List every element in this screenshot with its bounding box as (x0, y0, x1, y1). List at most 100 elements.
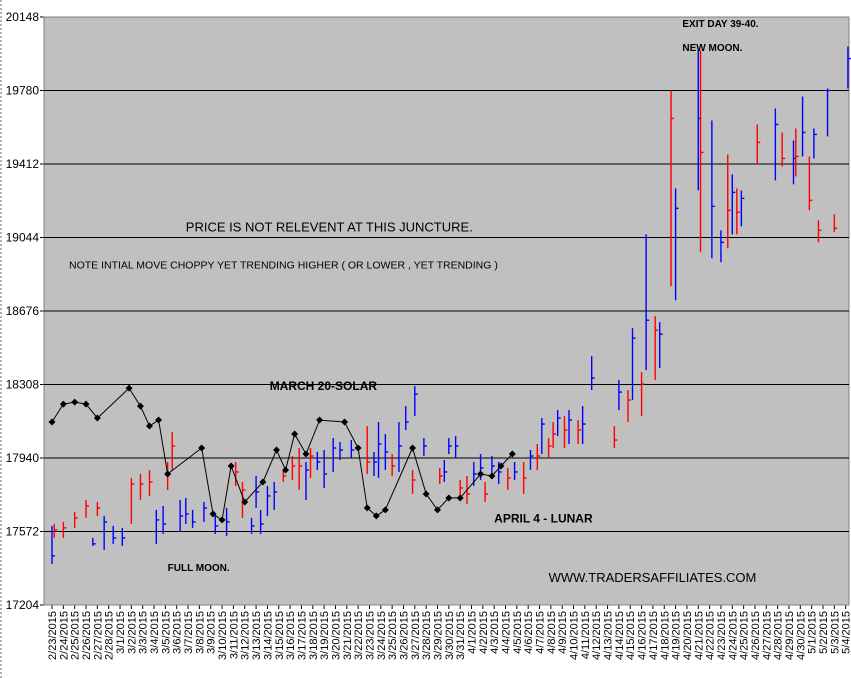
x-tick-label: 4/24/2015 (727, 611, 739, 660)
x-tick-label: 4/30/2015 (795, 611, 807, 660)
x-tick-label: 3/29/2015 (432, 611, 444, 660)
price-bar (255, 475, 260, 508)
x-tick-label: 4/1/2015 (467, 611, 479, 654)
price-bar (536, 444, 541, 470)
price-bar (795, 128, 799, 177)
x-tick-label: 3/12/2015 (240, 611, 252, 660)
price-bar (654, 316, 659, 381)
price-bar (96, 501, 101, 516)
x-tick-label: 3/5/2015 (160, 611, 172, 654)
price-bar (162, 505, 167, 534)
indicator-point (409, 444, 417, 452)
y-tick-label: 17204 (6, 598, 40, 612)
x-tick-label: 4/21/2015 (693, 611, 705, 660)
indicator-point (488, 472, 496, 480)
x-tick-label: 2/28/2015 (104, 611, 116, 660)
indicator-point (456, 494, 464, 502)
x-tick-label: 3/3/2015 (138, 611, 150, 654)
indicator-point (209, 510, 217, 518)
price-bar (305, 461, 309, 500)
x-tick-label: 2/27/2015 (92, 611, 104, 660)
price-bar (547, 438, 552, 458)
x-tick-label: 3/31/2015 (455, 611, 467, 660)
price-bar (590, 356, 595, 391)
y-tick-label: 18676 (6, 304, 40, 318)
price-bar (405, 406, 409, 431)
price-bar (241, 481, 246, 518)
x-tick-label: 4/15/2015 (625, 611, 637, 660)
y-axis: 20148 19780 19412 19044 18676 18308 17940 17572… (6, 10, 44, 612)
x-tick-label: 4/5/2015 (512, 611, 524, 654)
price-bar (291, 456, 296, 480)
price-bar (391, 454, 396, 476)
indicator-point (241, 498, 249, 506)
x-tick-label: 3/14/2015 (262, 611, 274, 660)
price-bar (813, 128, 817, 159)
x-tick-label: 4/8/2015 (546, 611, 558, 654)
indicator-point (125, 384, 133, 392)
price-bar (541, 418, 545, 455)
indicator-point (146, 422, 154, 430)
x-tick-label: 2/23/2015 (47, 611, 59, 660)
price-bar (214, 515, 219, 534)
price-bar (631, 328, 636, 401)
price-bar (259, 509, 264, 534)
price-bar (674, 188, 679, 301)
x-tick-label: 4/13/2015 (603, 611, 615, 660)
price-bar (384, 434, 389, 470)
x-tick-label: 3/7/2015 (183, 611, 195, 654)
x-tick-label: 5/1/2015 (807, 611, 819, 654)
price-bar (339, 442, 343, 460)
x-tick-label: 4/28/2015 (773, 611, 785, 660)
price-bar (756, 124, 761, 165)
indicator-point (422, 490, 430, 498)
indicator-line (48, 384, 516, 524)
price-bar (225, 507, 230, 536)
price-bar (203, 501, 207, 522)
price-bar (414, 386, 418, 417)
price-bar (185, 497, 189, 524)
x-tick-label: 4/17/2015 (648, 611, 660, 660)
price-bar (826, 88, 831, 137)
x-tick-label: 4/16/2015 (637, 611, 649, 660)
price-bar (613, 426, 618, 449)
x-tick-label: 3/25/2015 (387, 611, 399, 660)
price-bar (740, 190, 745, 227)
x-tick-label: 2/24/2015 (58, 611, 70, 660)
y-tick-label: 19780 (6, 84, 40, 98)
x-tick-label: 3/1/2015 (115, 611, 127, 654)
x-tick-label: 2/25/2015 (70, 611, 82, 660)
x-tick-label: 3/4/2015 (149, 611, 161, 654)
indicator-point (445, 494, 453, 502)
price-bar (73, 511, 78, 528)
price-bar (454, 436, 459, 458)
indicator-point (341, 418, 349, 426)
x-tick-label: 3/8/2015 (194, 611, 206, 654)
price-bars (51, 46, 851, 564)
indicator-point (82, 400, 90, 408)
indicator-point (259, 478, 267, 486)
price-bar (53, 523, 58, 538)
price-bar (366, 426, 371, 474)
price-bar (801, 96, 806, 157)
annotation-label: EXIT DAY 39-40. (682, 19, 758, 30)
price-bar (711, 120, 715, 259)
x-tick-label: 4/23/2015 (716, 611, 728, 660)
indicator-point (218, 516, 226, 524)
price-bar (627, 390, 631, 423)
x-tick-label: 3/21/2015 (342, 611, 354, 660)
x-tick-label: 4/3/2015 (489, 611, 501, 654)
price-bar (699, 50, 704, 253)
indicator-point (372, 512, 380, 520)
x-tick-label: 4/9/2015 (557, 611, 569, 654)
price-bar (552, 422, 557, 449)
price-bar (529, 450, 534, 470)
indicator-point (164, 470, 172, 478)
x-tick-label: 4/2/2015 (478, 611, 490, 654)
price-bar (720, 230, 724, 263)
y-tick-label: 20148 (6, 10, 40, 24)
price-bar (323, 450, 328, 488)
price-bar (640, 372, 645, 417)
price-bar (645, 234, 650, 371)
